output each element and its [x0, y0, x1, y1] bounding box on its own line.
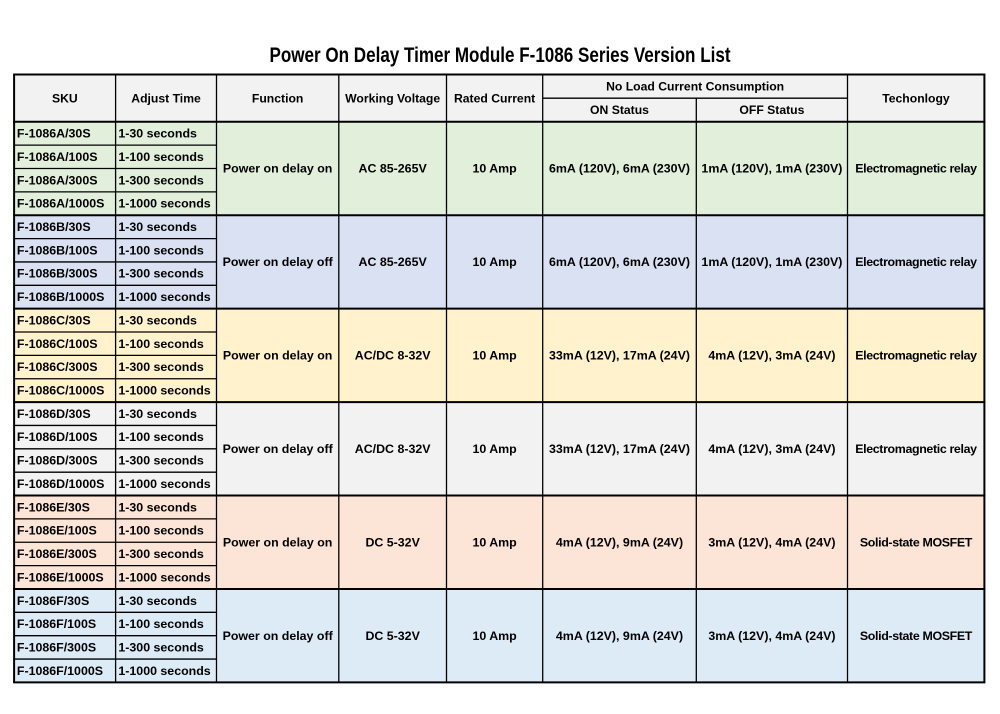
- svg-text:F-1086D/100S: F-1086D/100S: [17, 430, 98, 444]
- svg-text:1-100 seconds: 1-100 seconds: [118, 524, 204, 538]
- svg-text:AC/DC 8-32V: AC/DC 8-32V: [355, 348, 431, 362]
- svg-text:Function: Function: [252, 91, 303, 105]
- svg-text:1-300 seconds: 1-300 seconds: [118, 267, 204, 281]
- svg-text:4mA (12V), 9mA (24V): 4mA (12V), 9mA (24V): [556, 629, 683, 643]
- svg-text:33mA (12V), 17mA (24V): 33mA (12V), 17mA (24V): [549, 348, 690, 362]
- svg-text:Power on delay off: Power on delay off: [223, 629, 334, 643]
- svg-text:Electromagnetic relay: Electromagnetic relay: [855, 255, 977, 269]
- svg-text:Adjust Time: Adjust Time: [131, 91, 201, 105]
- svg-text:1-30 seconds: 1-30 seconds: [118, 127, 197, 141]
- svg-text:F-1086D/30S: F-1086D/30S: [17, 407, 91, 421]
- svg-text:1-100 seconds: 1-100 seconds: [118, 617, 204, 631]
- svg-text:1-1000 seconds: 1-1000 seconds: [118, 290, 210, 304]
- svg-text:Power on delay on: Power on delay on: [223, 535, 332, 549]
- svg-text:1-30 seconds: 1-30 seconds: [118, 220, 197, 234]
- svg-text:F-1086C/1000S: F-1086C/1000S: [17, 384, 104, 398]
- svg-text:10 Amp: 10 Amp: [472, 255, 517, 269]
- svg-text:F-1086B/300S: F-1086B/300S: [17, 267, 98, 281]
- svg-text:1-1000 seconds: 1-1000 seconds: [118, 197, 210, 211]
- svg-text:3mA (12V), 4mA (24V): 3mA (12V), 4mA (24V): [708, 535, 835, 549]
- svg-text:F-1086F/1000S: F-1086F/1000S: [17, 664, 103, 678]
- svg-text:F-1086A/300S: F-1086A/300S: [17, 173, 98, 187]
- svg-text:1-1000 seconds: 1-1000 seconds: [118, 384, 210, 398]
- svg-text:1-300 seconds: 1-300 seconds: [118, 640, 204, 654]
- svg-text:10 Amp: 10 Amp: [472, 535, 517, 549]
- svg-text:4mA (12V), 9mA (24V): 4mA (12V), 9mA (24V): [556, 535, 683, 549]
- svg-text:Power on delay off: Power on delay off: [223, 442, 334, 456]
- svg-text:Techonlogy: Techonlogy: [882, 91, 950, 105]
- svg-text:AC/DC 8-32V: AC/DC 8-32V: [355, 442, 431, 456]
- svg-text:1mA (120V), 1mA (230V): 1mA (120V), 1mA (230V): [701, 162, 842, 176]
- svg-text:F-1086C/300S: F-1086C/300S: [17, 360, 98, 374]
- svg-text:F-1086F/100S: F-1086F/100S: [17, 617, 96, 631]
- svg-text:F-1086E/100S: F-1086E/100S: [17, 524, 97, 538]
- svg-text:10 Amp: 10 Amp: [472, 442, 517, 456]
- svg-text:1-100 seconds: 1-100 seconds: [118, 150, 204, 164]
- svg-text:4mA (12V), 3mA (24V): 4mA (12V), 3mA (24V): [708, 442, 835, 456]
- svg-text:F-1086F/300S: F-1086F/300S: [17, 640, 96, 654]
- svg-text:6mA (120V), 6mA (230V): 6mA (120V), 6mA (230V): [549, 255, 690, 269]
- svg-text:F-1086C/30S: F-1086C/30S: [17, 313, 91, 327]
- svg-text:Power on delay off: Power on delay off: [223, 255, 334, 269]
- svg-text:33mA (12V), 17mA (24V): 33mA (12V), 17mA (24V): [549, 442, 690, 456]
- svg-text:F-1086E/1000S: F-1086E/1000S: [17, 570, 104, 584]
- svg-text:F-1086A/100S: F-1086A/100S: [17, 150, 98, 164]
- svg-text:Rated Current: Rated Current: [454, 91, 535, 105]
- svg-text:1-1000 seconds: 1-1000 seconds: [118, 477, 210, 491]
- svg-text:4mA (12V), 3mA (24V): 4mA (12V), 3mA (24V): [708, 348, 835, 362]
- svg-text:6mA (120V), 6mA (230V): 6mA (120V), 6mA (230V): [549, 162, 690, 176]
- svg-text:1-30 seconds: 1-30 seconds: [118, 500, 197, 514]
- svg-text:Working Voltage: Working Voltage: [345, 91, 440, 105]
- svg-text:1-300 seconds: 1-300 seconds: [118, 360, 204, 374]
- svg-text:F-1086B/100S: F-1086B/100S: [17, 243, 98, 257]
- svg-text:1-300 seconds: 1-300 seconds: [118, 454, 204, 468]
- svg-text:F-1086D/300S: F-1086D/300S: [17, 454, 98, 468]
- svg-text:Electromagnetic relay: Electromagnetic relay: [855, 348, 977, 362]
- svg-text:ON Status: ON Status: [590, 103, 649, 117]
- svg-text:10 Amp: 10 Amp: [472, 348, 517, 362]
- svg-text:AC 85-265V: AC 85-265V: [359, 162, 428, 176]
- svg-text:F-1086F/30S: F-1086F/30S: [17, 594, 89, 608]
- svg-text:SKU: SKU: [52, 91, 78, 105]
- svg-text:Electromagnetic relay: Electromagnetic relay: [855, 162, 977, 176]
- svg-text:F-1086E/30S: F-1086E/30S: [17, 500, 90, 514]
- svg-text:1-1000 seconds: 1-1000 seconds: [118, 570, 210, 584]
- svg-text:Power on delay on: Power on delay on: [223, 348, 332, 362]
- svg-text:Solid-state MOSFET: Solid-state MOSFET: [860, 629, 973, 643]
- svg-text:Power on delay on: Power on delay on: [223, 162, 332, 176]
- svg-text:1-30 seconds: 1-30 seconds: [118, 594, 197, 608]
- svg-text:DC 5-32V: DC 5-32V: [365, 535, 420, 549]
- svg-text:F-1086A/30S: F-1086A/30S: [17, 127, 91, 141]
- svg-text:10 Amp: 10 Amp: [472, 162, 517, 176]
- svg-text:F-1086B/1000S: F-1086B/1000S: [17, 290, 104, 304]
- svg-text:F-1086E/300S: F-1086E/300S: [17, 547, 97, 561]
- svg-text:Power On Delay Timer Module F-: Power On Delay Timer Module F-1086 Serie…: [270, 43, 731, 67]
- svg-text:Solid-state MOSFET: Solid-state MOSFET: [860, 535, 973, 549]
- svg-text:1-1000 seconds: 1-1000 seconds: [118, 664, 210, 678]
- svg-text:1-100 seconds: 1-100 seconds: [118, 337, 204, 351]
- svg-text:1-100 seconds: 1-100 seconds: [118, 430, 204, 444]
- svg-text:3mA (12V), 4mA (24V): 3mA (12V), 4mA (24V): [708, 629, 835, 643]
- svg-text:No Load Current Consumption: No Load Current Consumption: [606, 79, 784, 93]
- svg-text:1-30 seconds: 1-30 seconds: [118, 407, 197, 421]
- svg-text:F-1086B/30S: F-1086B/30S: [17, 220, 91, 234]
- svg-text:1mA (120V), 1mA (230V): 1mA (120V), 1mA (230V): [701, 255, 842, 269]
- svg-text:1-300 seconds: 1-300 seconds: [118, 173, 204, 187]
- svg-text:AC 85-265V: AC 85-265V: [359, 255, 428, 269]
- svg-text:F-1086C/100S: F-1086C/100S: [17, 337, 98, 351]
- svg-text:1-30 seconds: 1-30 seconds: [118, 313, 197, 327]
- svg-text:Electromagnetic relay: Electromagnetic relay: [855, 442, 977, 456]
- svg-text:DC 5-32V: DC 5-32V: [365, 629, 420, 643]
- svg-text:1-300 seconds: 1-300 seconds: [118, 547, 204, 561]
- svg-text:1-100 seconds: 1-100 seconds: [118, 243, 204, 257]
- svg-text:F-1086A/1000S: F-1086A/1000S: [17, 197, 104, 211]
- svg-text:F-1086D/1000S: F-1086D/1000S: [17, 477, 104, 491]
- svg-text:10 Amp: 10 Amp: [472, 629, 517, 643]
- svg-text:OFF Status: OFF Status: [739, 103, 804, 117]
